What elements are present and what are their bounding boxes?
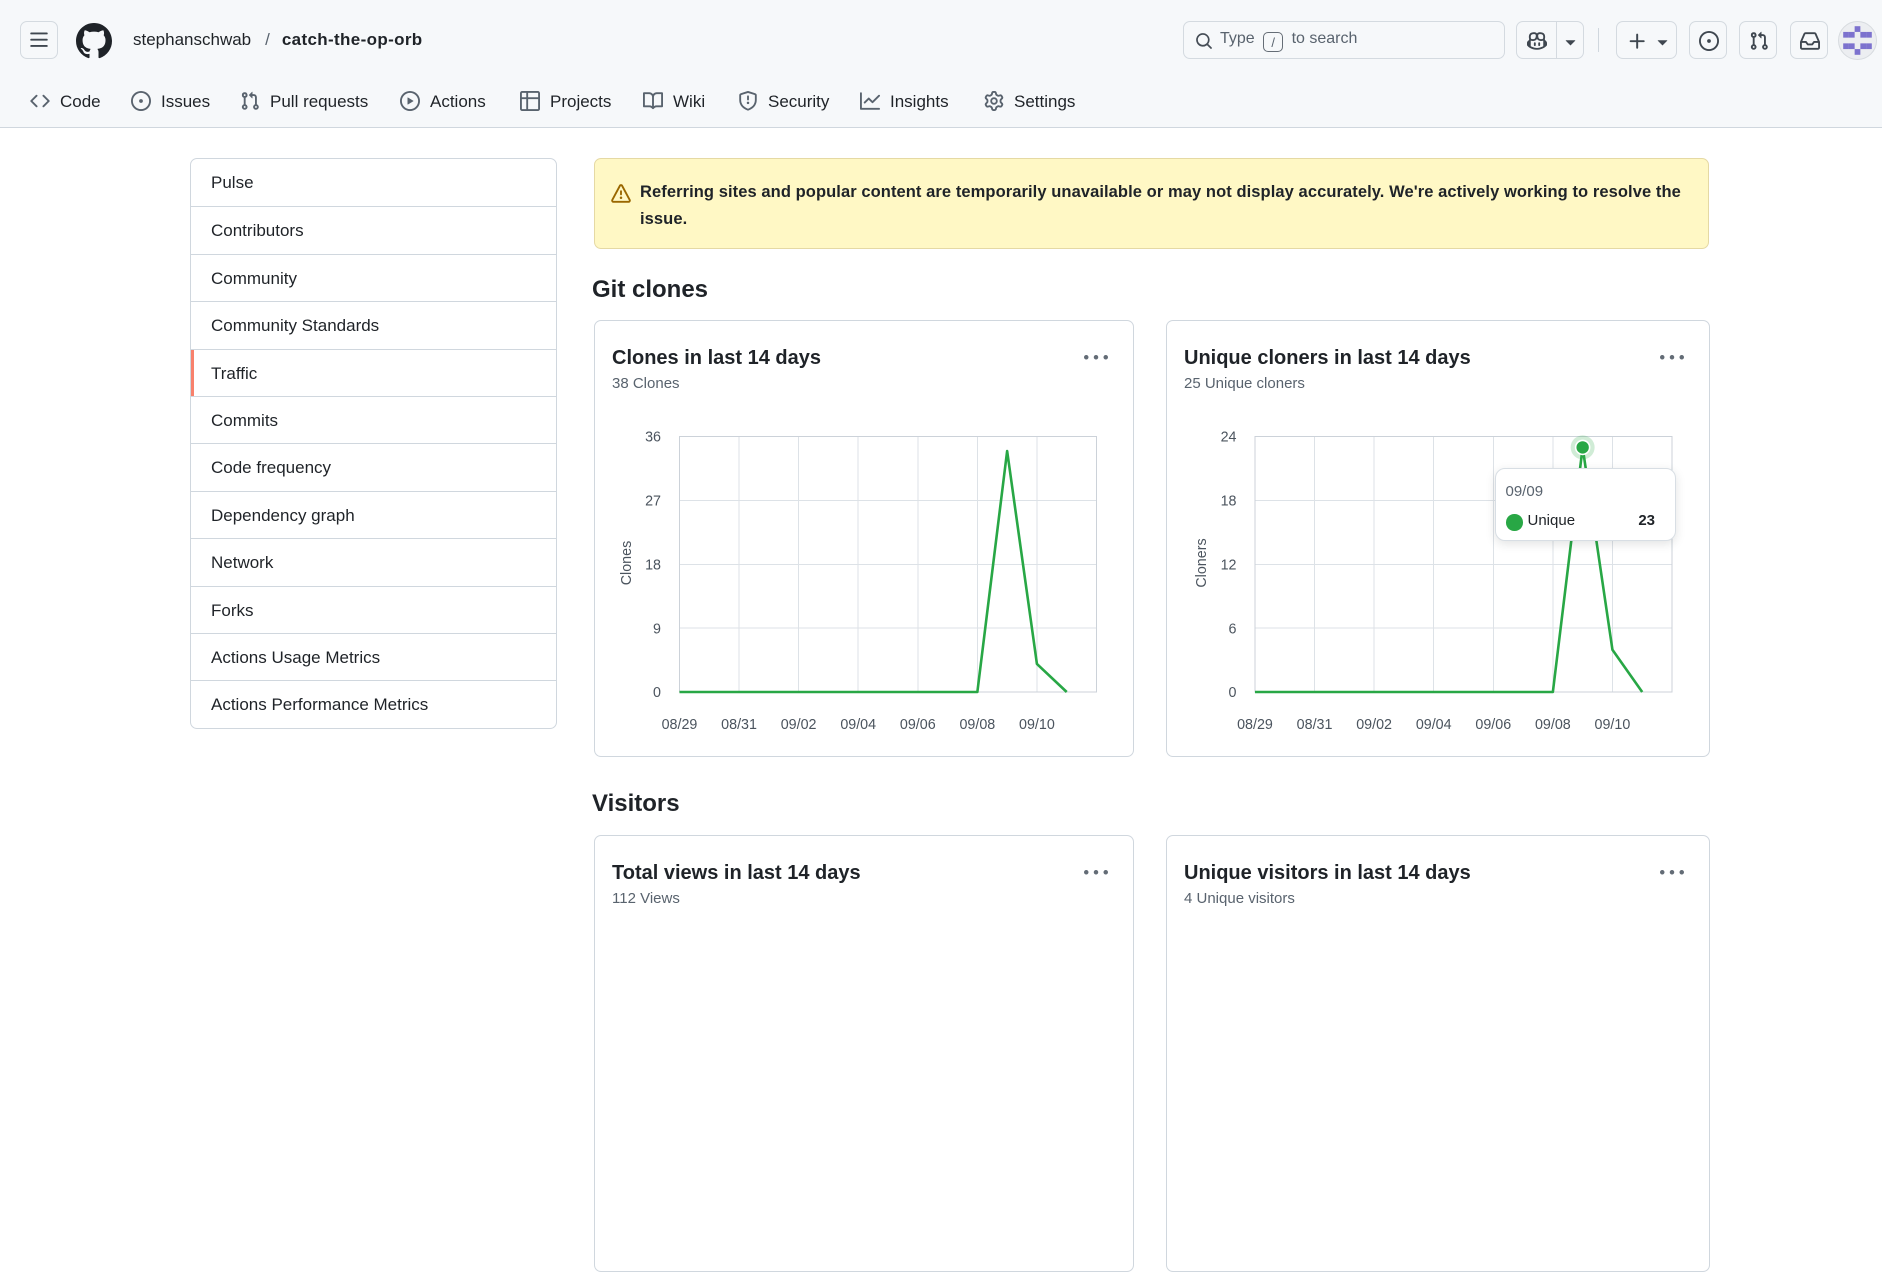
svg-text:08/31: 08/31 (1297, 717, 1333, 733)
svg-text:36: 36 (645, 430, 661, 446)
svg-text:08/29: 08/29 (1237, 717, 1273, 733)
svg-text:0: 0 (1229, 685, 1237, 701)
svg-text:09/02: 09/02 (1356, 717, 1392, 733)
svg-text:9: 9 (653, 621, 661, 637)
svg-text:09/06: 09/06 (1475, 717, 1511, 733)
svg-text:09/04: 09/04 (1416, 717, 1452, 733)
svg-text:Cloners: Cloners (1194, 538, 1210, 587)
svg-text:09/02: 09/02 (781, 717, 817, 733)
svg-text:27: 27 (645, 494, 661, 510)
svg-text:08/29: 08/29 (662, 717, 698, 733)
svg-text:0: 0 (653, 685, 661, 701)
svg-text:Clones: Clones (619, 541, 635, 586)
svg-text:18: 18 (645, 557, 661, 573)
svg-text:08/31: 08/31 (721, 717, 757, 733)
svg-text:18: 18 (1221, 494, 1237, 510)
svg-text:09/04: 09/04 (840, 717, 876, 733)
svg-text:12: 12 (1221, 557, 1237, 573)
svg-text:09/10: 09/10 (1019, 717, 1055, 733)
svg-text:24: 24 (1221, 430, 1237, 446)
svg-text:6: 6 (1229, 621, 1237, 637)
svg-text:09/06: 09/06 (900, 717, 936, 733)
svg-text:09/10: 09/10 (1595, 717, 1631, 733)
svg-text:09/08: 09/08 (1535, 717, 1571, 733)
svg-text:09/08: 09/08 (959, 717, 995, 733)
